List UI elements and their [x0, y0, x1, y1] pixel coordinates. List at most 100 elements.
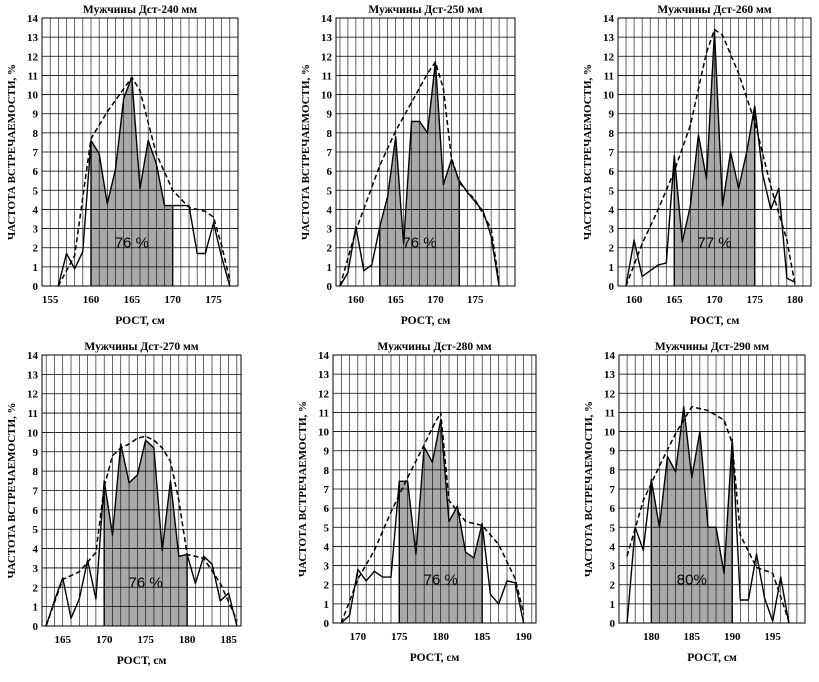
point-observed-185 [227, 592, 230, 594]
point-observed-162 [371, 264, 373, 266]
series-fitted [626, 405, 790, 622]
y-tick-label: 13 [603, 32, 615, 44]
x-tick-label: 180 [432, 631, 449, 643]
y-tick-label: 1 [33, 602, 39, 614]
point-observed-170 [172, 205, 174, 207]
x-axis-label: РОСТ, см [690, 315, 740, 327]
shade-percentage-label: 76 % [402, 235, 436, 252]
point-observed-165 [673, 155, 675, 157]
point-observed-167 [78, 598, 80, 600]
y-tick-label: 5 [609, 185, 615, 197]
chart-title: Мужчины Дст-290 мм [655, 341, 769, 353]
point-fitted-179 [786, 239, 788, 241]
point-observed-173 [738, 187, 740, 189]
y-tick-label: 12 [604, 388, 616, 400]
chart-title: Мужчины Дст-240 мм [83, 4, 197, 16]
point-observed-174 [136, 474, 138, 476]
point-observed-174 [204, 252, 206, 255]
point-observed-179 [642, 549, 644, 551]
x-tick-label: 175 [391, 631, 408, 643]
y-tick-label: 2 [609, 243, 615, 255]
point-observed-179 [178, 555, 180, 557]
point-fitted-197 [788, 620, 790, 622]
point-observed-164 [387, 195, 389, 197]
y-tick-label: 1 [327, 262, 333, 274]
point-fitted-167 [689, 124, 691, 126]
x-tick-label: 175 [137, 634, 154, 646]
y-tick-label: 13 [604, 369, 616, 381]
point-observed-175 [754, 105, 756, 107]
y-tick-label: 2 [324, 580, 330, 592]
y-tick-label: 11 [604, 70, 614, 82]
x-tick-label: 170 [350, 631, 367, 643]
x-axis-label: РОСТ, см [115, 315, 165, 327]
y-tick-label: 12 [27, 389, 39, 401]
x-tick-label: 165 [387, 294, 404, 306]
point-observed-196 [780, 576, 782, 578]
point-observed-165 [62, 577, 64, 579]
y-tick-label: 5 [327, 185, 333, 197]
point-observed-164 [123, 97, 125, 99]
x-tick-label: 175 [746, 294, 763, 306]
y-tick-label: 14 [27, 13, 39, 25]
x-axis-label: РОСТ, см [410, 652, 460, 664]
y-tick-label: 8 [609, 128, 615, 140]
y-tick-label: 2 [610, 580, 616, 592]
y-tick-label: 12 [321, 51, 333, 63]
point-fitted-171 [111, 455, 114, 457]
y-tick-label: 9 [324, 446, 330, 458]
shade-percentage-label: 76 % [129, 574, 163, 591]
point-fitted-171 [442, 88, 444, 90]
point-observed-173 [196, 252, 198, 255]
point-observed-163 [379, 226, 381, 228]
series-fitted [57, 76, 231, 287]
x-tick-label: 165 [124, 294, 141, 306]
y-tick-label: 9 [609, 109, 615, 121]
point-fitted-187 [498, 543, 500, 546]
point-fitted-167 [410, 101, 413, 103]
y-axis-label: ЧАСТОТА ВСТРЕЧАЕМОСТИ, % [297, 401, 309, 577]
x-axis-label: РОСТ, см [401, 315, 451, 327]
y-tick-label: 5 [33, 524, 39, 536]
y-tick-label: 13 [321, 32, 333, 44]
series-observed [625, 30, 796, 287]
y-tick-label: 1 [609, 262, 615, 274]
point-fitted-163 [379, 164, 381, 166]
point-observed-177 [161, 549, 163, 552]
chart-title: Мужчины Дст-270 мм [84, 341, 198, 353]
point-fitted-175 [212, 216, 215, 218]
point-observed-181 [194, 582, 196, 585]
y-tick-label: 13 [27, 369, 39, 381]
point-fitted-169 [705, 51, 708, 54]
y-tick-label: 3 [33, 563, 39, 575]
point-fitted-163 [657, 208, 659, 211]
point-fitted-189 [723, 419, 725, 421]
point-fitted-173 [128, 443, 130, 445]
point-fitted-193 [755, 566, 758, 569]
plot-frame [617, 17, 812, 287]
point-fitted-178 [169, 460, 172, 463]
point-fitted-174 [204, 210, 206, 212]
point-fitted-177 [490, 227, 492, 230]
point-fitted-165 [62, 578, 64, 581]
point-fitted-168 [340, 622, 342, 624]
point-observed-177 [770, 208, 772, 211]
point-fitted-176 [406, 476, 409, 479]
point-observed-186 [489, 593, 492, 595]
point-observed-182 [203, 555, 205, 557]
point-observed-179 [786, 277, 788, 279]
point-observed-178 [634, 526, 636, 528]
point-observed-178 [778, 187, 780, 189]
point-observed-177 [490, 235, 492, 237]
x-tick-label: 190 [724, 631, 741, 643]
y-tick-label: 4 [33, 544, 39, 556]
point-observed-160 [355, 226, 357, 228]
point-fitted-184 [219, 582, 221, 585]
y-tick-label: 4 [33, 204, 39, 216]
plot-frame [335, 17, 516, 287]
y-tick-label: 7 [327, 147, 333, 159]
point-fitted-177 [626, 555, 628, 557]
point-fitted-178 [498, 281, 500, 283]
y-tick-label: 1 [33, 262, 39, 274]
point-fitted-183 [464, 520, 467, 523]
